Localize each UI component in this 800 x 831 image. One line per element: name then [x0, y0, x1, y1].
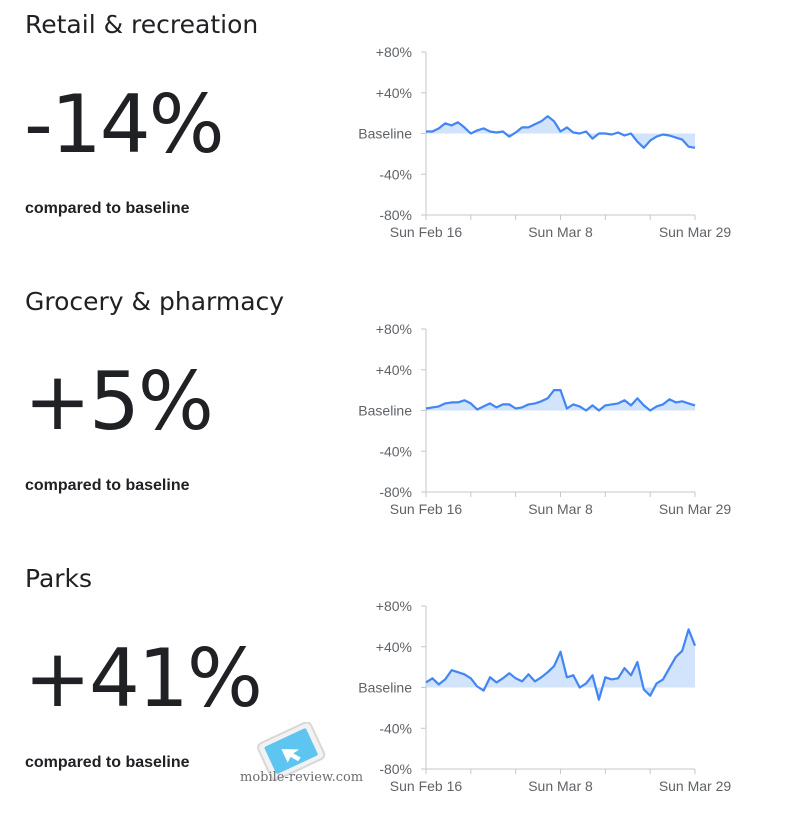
percent-change-value: +5% [24, 355, 214, 448]
series-line [425, 388, 696, 412]
y-tick-label: -80% [379, 484, 412, 500]
watermark-logo-icon [257, 722, 326, 781]
series-line [426, 115, 696, 149]
percent-change-value: +41% [24, 632, 263, 725]
y-tick-label: Baseline [358, 680, 412, 696]
compared-label: compared to baseline [25, 754, 190, 771]
x-tick-label: Sun Mar 8 [528, 778, 593, 794]
y-tick-label: -40% [379, 720, 412, 736]
y-tick-label: Baseline [358, 126, 412, 142]
area-fill [426, 629, 695, 700]
y-tick-label: -80% [379, 207, 412, 223]
y-tick-label: +80% [376, 44, 412, 60]
series-line [425, 628, 697, 701]
y-tick-label: +40% [376, 639, 412, 655]
x-tick-label: Sun Feb 16 [390, 501, 463, 517]
x-tick-label: Sun Mar 8 [528, 501, 593, 517]
section-title: Parks [25, 564, 93, 593]
x-tick-label: Sun Mar 29 [659, 778, 732, 794]
section-parks: Parks +41% compared to baseline +80% +40%… [0, 554, 800, 831]
x-tick-label: Sun Mar 29 [659, 224, 732, 240]
y-tick-label: +80% [376, 321, 412, 337]
trend-chart: +80% +40% Baseline -40% -80%Sun Feb 16 Sun Ma… [358, 598, 732, 794]
percent-change-value: -14% [24, 78, 225, 171]
x-tick-label: Sun Mar 29 [659, 501, 732, 517]
section-grocery: Grocery & pharmacy +5% compared to basel… [0, 277, 800, 554]
trend-chart: +80% +40% Baseline -40% -80%Sun Feb 16 Sun Ma… [358, 44, 732, 240]
y-tick-label: +80% [376, 598, 412, 614]
compared-label: compared to baseline [25, 200, 190, 217]
compared-label: compared to baseline [25, 477, 190, 494]
watermark-text: mobile-review.com [240, 770, 364, 785]
y-tick-label: -80% [379, 761, 412, 777]
y-tick-label: +40% [376, 362, 412, 378]
trend-chart: +80% +40% Baseline -40% -80%Sun Feb 16 Sun Ma… [358, 321, 732, 517]
x-tick-label: Sun Mar 8 [528, 224, 593, 240]
x-tick-label: Sun Feb 16 [390, 778, 463, 794]
y-tick-label: +40% [376, 85, 412, 101]
section-title: Grocery & pharmacy [25, 287, 285, 316]
x-tick-label: Sun Feb 16 [390, 224, 463, 240]
section-retail: Retail & recreation -14% compared to bas… [0, 0, 800, 277]
section-title: Retail & recreation [25, 10, 259, 39]
y-tick-label: -40% [379, 443, 412, 459]
y-tick-label: -40% [379, 166, 412, 182]
y-tick-label: Baseline [358, 403, 412, 419]
